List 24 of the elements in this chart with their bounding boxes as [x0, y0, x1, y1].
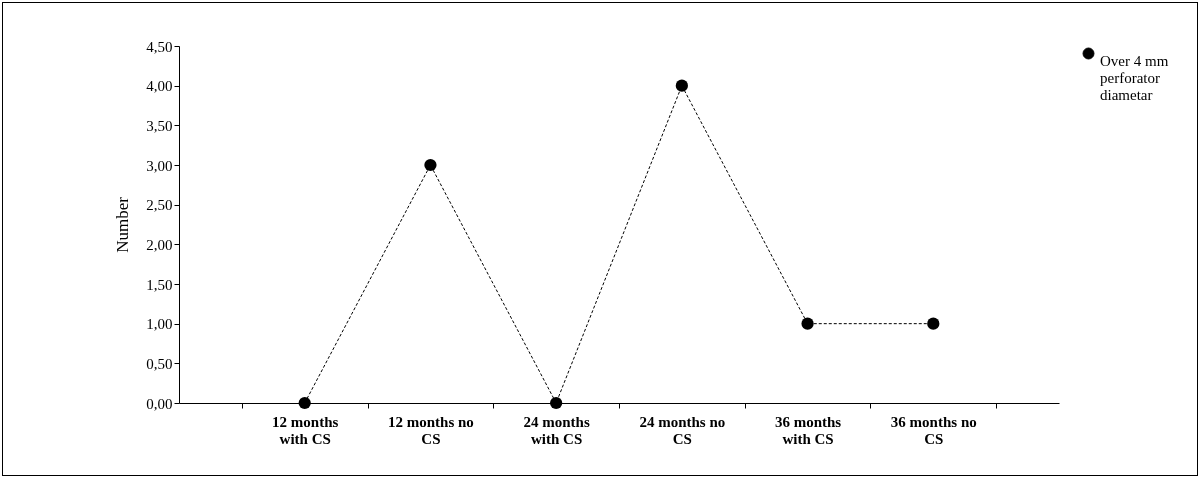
point — [298, 396, 311, 410]
y-tick-label: 4,50 — [146, 38, 173, 55]
y-tick-label: 2,50 — [146, 197, 173, 214]
y-tick-label: 3,00 — [146, 157, 173, 174]
x-tick-label: 36 months no CS — [890, 413, 977, 447]
point — [801, 317, 814, 330]
point — [424, 158, 437, 172]
legend-label: Over 4 mm perforator diametar — [1100, 52, 1169, 103]
point — [550, 396, 563, 410]
y-tick-label: 3,50 — [146, 117, 173, 134]
point — [927, 317, 940, 330]
y-tick-label: 0,00 — [146, 395, 173, 412]
point — [675, 79, 688, 92]
y-tick-label: 1,00 — [146, 316, 173, 333]
x-tick-label: 24 months with CS — [523, 413, 590, 447]
x-tick-label: 36 months with CS — [774, 413, 842, 447]
y-tick-label: 1,50 — [146, 276, 173, 293]
x-tick-label: 12 months with CS — [272, 413, 339, 447]
y-tick-label: 4,00 — [146, 78, 173, 95]
y-tick-label: 2,00 — [146, 236, 173, 253]
x-tick-label: 24 months no CS — [639, 413, 726, 447]
y-tick-label: 0,50 — [146, 355, 173, 372]
y-axis-title: Number — [113, 196, 133, 253]
x-tick-label: 12 months no CS — [388, 413, 474, 447]
